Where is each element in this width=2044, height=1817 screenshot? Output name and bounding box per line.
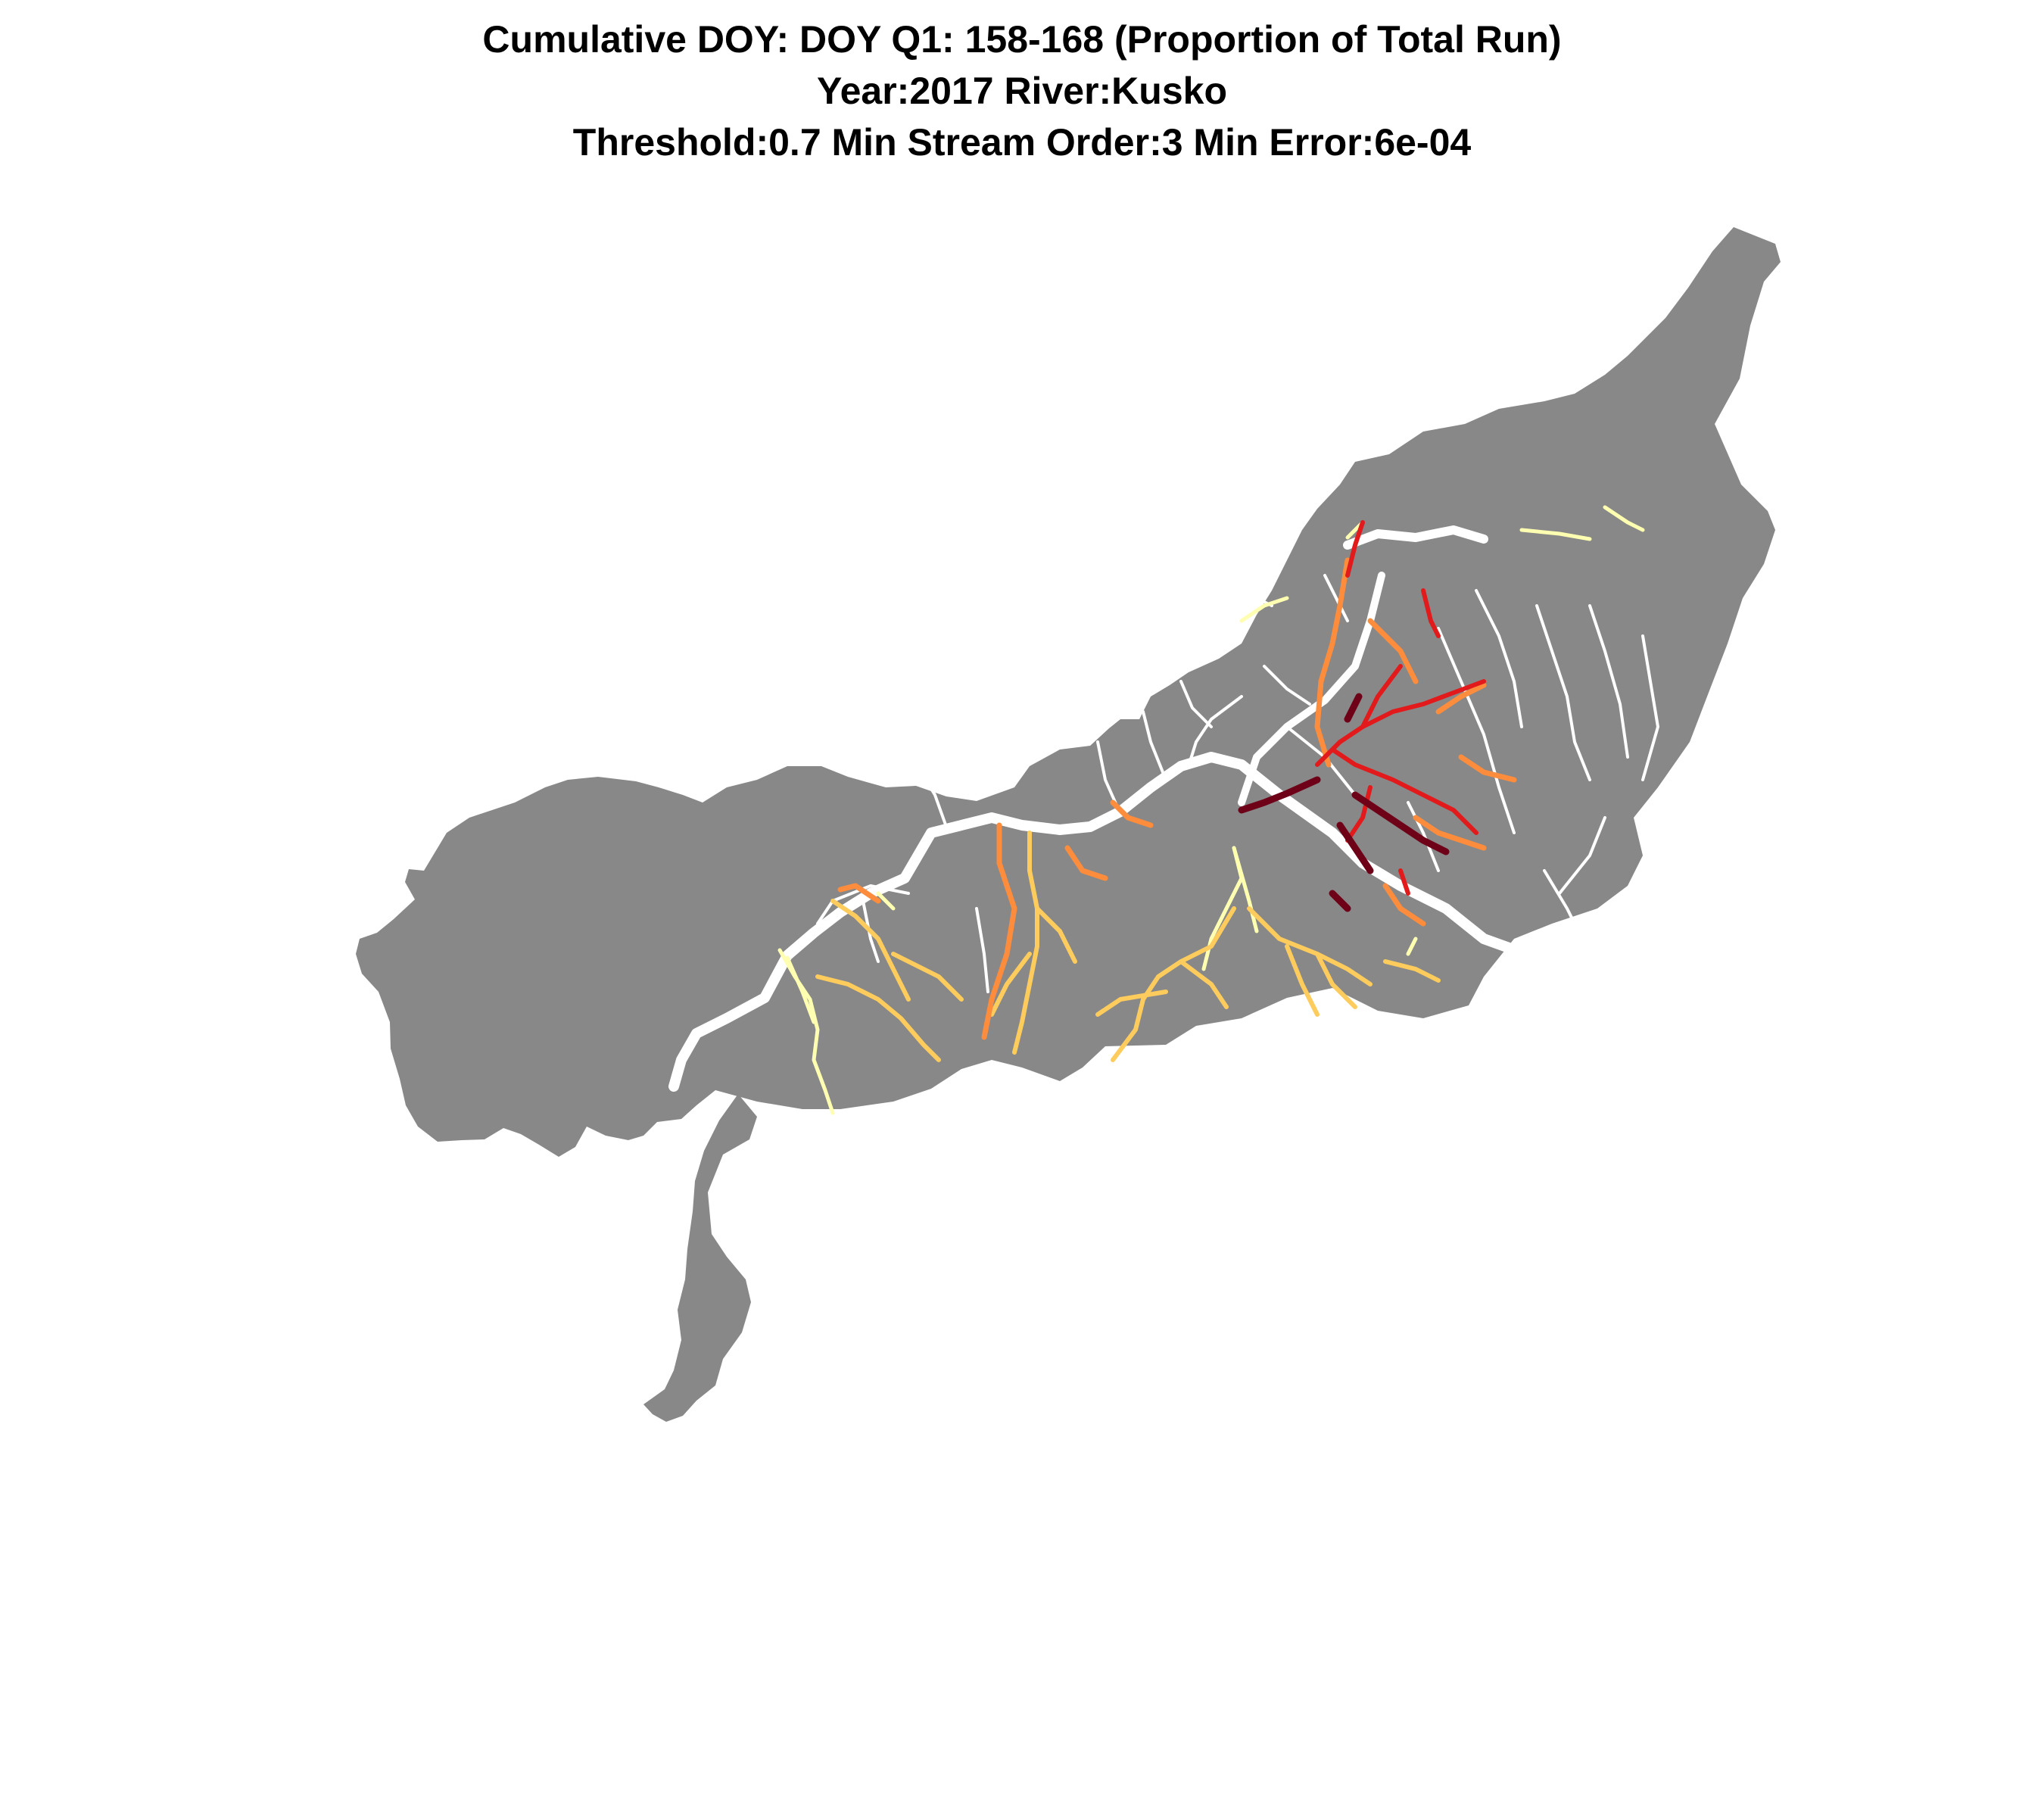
stream-white-1: [1187, 695, 1243, 768]
stream-low-10: [1285, 944, 1320, 1017]
stream-white-16: [1407, 801, 1440, 872]
stream-highest-3: [1336, 821, 1374, 874]
stream-network: [668, 505, 1659, 1115]
stream-low-9: [1315, 952, 1357, 1009]
map-title: Cumulative DOY: DOY Q1: 158-168 (Proport…: [0, 14, 2044, 168]
stream-mid-9: [837, 883, 881, 904]
stream-low-3: [1012, 831, 1039, 1055]
stream-low-2: [830, 899, 911, 1002]
stream-highest-4: [1329, 890, 1351, 912]
stream-mid-3: [1064, 845, 1108, 881]
stream-very-low-8: [1239, 596, 1289, 623]
stream-white-18: [1210, 574, 1273, 607]
stream-white-10: [1588, 604, 1629, 759]
stream-white-8: [1475, 589, 1523, 728]
title-line-3: Threshold:0.7 Min Stream Order:3 Min Err…: [572, 121, 1472, 164]
stream-mid-4: [1110, 799, 1154, 828]
stream-mid-8: [1382, 883, 1426, 927]
stream-white-12: [1437, 627, 1516, 834]
stream-very-low-9: [1406, 937, 1418, 956]
stream-white-7: [862, 899, 880, 963]
stream-high-2: [1330, 747, 1478, 835]
stream-white-11: [1641, 634, 1659, 781]
stream-low-1: [815, 974, 941, 1062]
stream-very-low-10: [876, 891, 896, 911]
stream-high-1: [1315, 679, 1486, 767]
stream-high-3: [1360, 664, 1403, 729]
stream-high-6: [1421, 588, 1441, 638]
main-stem: [668, 752, 1527, 1092]
stream-white-9: [1535, 604, 1591, 781]
stream-low-6: [1111, 906, 1236, 1062]
stream-white-4: [1142, 710, 1167, 781]
stream-low-12: [1383, 959, 1441, 983]
stream-white-5: [922, 774, 948, 828]
stream-low-13: [891, 952, 964, 1002]
stream-white-19: [1323, 574, 1349, 622]
stream-mid-5: [1413, 815, 1487, 851]
stream-white-17: [975, 907, 989, 993]
stream-highest-2: [1351, 791, 1450, 856]
stream-white-15: [1558, 816, 1606, 895]
stream-mid-6: [1435, 682, 1487, 715]
stream-mid-2: [981, 822, 1017, 1040]
stream-very-low-4: [1232, 846, 1259, 933]
stream-mid-7: [1458, 754, 1517, 783]
stream-white-20: [1263, 665, 1311, 706]
stream-very-low-2: [785, 955, 816, 1024]
title-line-1: Cumulative DOY: DOY Q1: 158-168 (Proport…: [482, 18, 1562, 61]
stream-high-4: [1345, 520, 1365, 578]
stream-highest-1: [1238, 776, 1321, 814]
stream-low-11: [1095, 990, 1168, 1017]
stream-mid-1: [1314, 557, 1351, 768]
stream-highest-5: [1344, 693, 1363, 723]
title-line-2: Year:2017 River:Kusko: [817, 70, 1227, 112]
stream-very-low-7: [1603, 505, 1645, 532]
stream-low-4: [1035, 906, 1077, 964]
stream-mid-10: [1367, 618, 1419, 684]
stream-low-5: [989, 952, 1032, 1017]
stream-high-7: [1398, 868, 1410, 896]
headwater-stem: [1343, 525, 1488, 550]
stream-very-low-6: [1519, 528, 1592, 541]
stream-white-14: [1543, 869, 1584, 940]
stream-white-6: [816, 884, 910, 925]
stream-white-2: [1179, 680, 1213, 728]
stream-high-5: [1345, 785, 1373, 843]
stream-low-7: [1179, 959, 1229, 1009]
